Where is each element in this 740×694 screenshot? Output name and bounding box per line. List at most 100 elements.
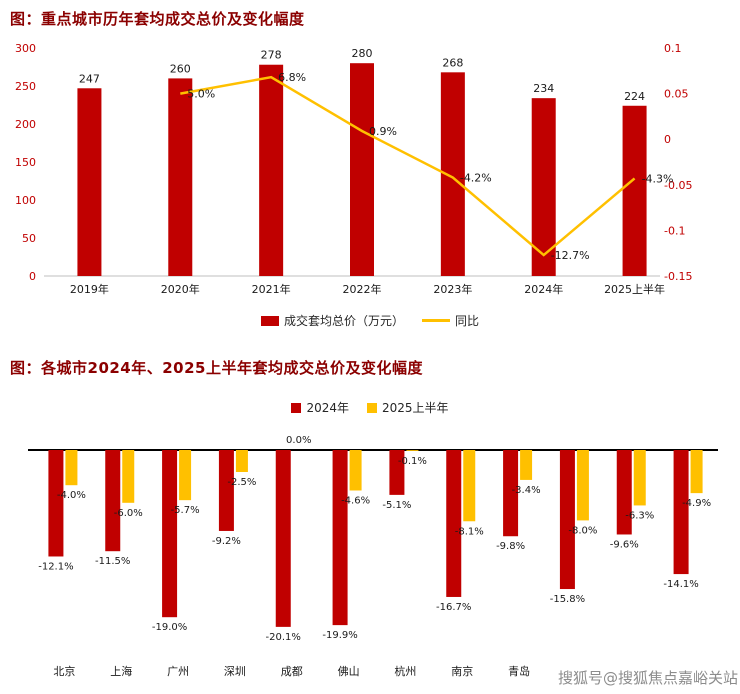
line-value-label: 0.9% bbox=[369, 125, 397, 138]
x-axis-category-label: 2021年 bbox=[252, 282, 291, 296]
x-axis-category-label: 2020年 bbox=[161, 282, 200, 296]
value-label-2024: -11.5% bbox=[95, 556, 130, 567]
bar-2025h1 bbox=[520, 450, 533, 480]
bar-value-label: 247 bbox=[79, 72, 100, 85]
bar-2024 bbox=[389, 450, 405, 495]
city-label: 北京 bbox=[53, 664, 75, 678]
legend-price-label: 成交套均总价（万元） bbox=[283, 314, 404, 328]
legend-item-2024: 2024年 bbox=[291, 399, 349, 416]
line-value-label: -4.2% bbox=[460, 172, 492, 185]
city-label: 杭州 bbox=[394, 664, 416, 678]
right-axis-tick-label: -0.1 bbox=[664, 224, 685, 237]
left-axis-tick-label: 150 bbox=[15, 156, 36, 169]
bar-2024 bbox=[616, 450, 632, 535]
bar-value-label: 260 bbox=[170, 62, 191, 75]
right-axis-tick-label: -0.05 bbox=[664, 179, 692, 192]
left-axis-tick-label: 250 bbox=[15, 80, 36, 93]
value-label-2024: -9.8% bbox=[496, 541, 525, 552]
value-label-2025h1: -4.9% bbox=[682, 498, 711, 509]
value-label-2024: -9.6% bbox=[610, 539, 639, 550]
bar-value-label: 280 bbox=[352, 47, 373, 60]
price-bar bbox=[168, 78, 193, 277]
bar-line-chart-avg-price-by-year: 0 50 100 150 200 250 300 0.1 0.05 0 -0.05 -0.1 -0.15… bbox=[15, 42, 692, 296]
value-label-2024: -5.1% bbox=[382, 500, 411, 511]
left-axis-tick-label: 0 bbox=[29, 270, 36, 283]
bar-2024 bbox=[162, 450, 178, 618]
legend-2024-label: 2024年 bbox=[306, 401, 349, 415]
bar-2025h1 bbox=[576, 450, 589, 521]
legend-yoy-label: 同比 bbox=[455, 314, 480, 328]
bar-2025h1 bbox=[463, 450, 476, 522]
bar-2024 bbox=[559, 450, 575, 590]
city-label: 深圳 bbox=[224, 665, 246, 678]
bar-value-label: 224 bbox=[624, 90, 645, 103]
yellow-square-swatch-icon bbox=[367, 402, 377, 413]
value-label-2025h1: -3.4% bbox=[512, 485, 541, 496]
value-label-2024: -15.8% bbox=[550, 594, 585, 605]
value-label-2024: -16.7% bbox=[436, 602, 471, 613]
value-label-2025h1: 0.0% bbox=[286, 435, 311, 446]
left-axis-tick-label: 300 bbox=[15, 42, 36, 55]
bar-2024 bbox=[218, 450, 234, 531]
bar-2024 bbox=[48, 450, 64, 557]
city-label: 广州 bbox=[167, 665, 189, 678]
legend-item-yoy: 同比 bbox=[422, 312, 479, 329]
legend-item-2025h1: 2025上半年 bbox=[367, 399, 449, 416]
legend-2025h1-label: 2025上半年 bbox=[382, 401, 449, 415]
city-label: 成都 bbox=[281, 665, 303, 678]
right-axis-tick-label: -0.15 bbox=[664, 270, 692, 283]
value-label-2024: -14.1% bbox=[663, 579, 698, 590]
value-label-2024: -12.1% bbox=[38, 561, 73, 572]
value-label-2025h1: -2.5% bbox=[227, 477, 256, 488]
watermark: 搜狐号@搜狐焦点嘉峪关站 bbox=[557, 669, 738, 687]
x-axis-category-label: 2023年 bbox=[433, 282, 472, 296]
price-bar bbox=[77, 88, 102, 276]
yoy-line bbox=[180, 75, 636, 257]
city-label: 青岛 bbox=[508, 664, 530, 678]
bar-2024 bbox=[446, 450, 462, 597]
bar-2024 bbox=[275, 450, 291, 627]
line-value-label: 6.8% bbox=[278, 71, 306, 84]
red-square-swatch-icon bbox=[291, 402, 302, 413]
value-label-2025h1: -5.7% bbox=[171, 505, 200, 516]
value-label-2025h1: -6.3% bbox=[625, 510, 654, 521]
bar-2025h1 bbox=[65, 450, 78, 486]
value-label-2024: -19.9% bbox=[322, 630, 357, 641]
chart1-legend: 成交套均总价（万元） 同比 bbox=[0, 312, 740, 329]
x-axis-category-label: 2024年 bbox=[524, 282, 563, 296]
bar-2024 bbox=[503, 450, 519, 537]
value-label-2025h1: -0.1% bbox=[398, 456, 427, 467]
value-label-2025h1: -4.0% bbox=[57, 490, 86, 501]
value-label-2024: -19.0% bbox=[152, 622, 187, 633]
x-axis-category-label: 2019年 bbox=[70, 282, 109, 296]
right-axis-tick-label: 0 bbox=[664, 133, 671, 146]
value-label-2025h1: -8.0% bbox=[568, 525, 597, 536]
value-label-2025h1: -6.0% bbox=[114, 508, 143, 519]
value-label-2025h1: -4.6% bbox=[341, 495, 370, 506]
legend-item-price: 成交套均总价（万元） bbox=[260, 312, 404, 329]
red-bar-swatch-icon bbox=[260, 315, 279, 326]
grouped-bar-chart-avg-price-by-city: -12.1% -4.0% 北京 -11.5% -6.0% 上海 -19.0% -5.7% 广州 -… bbox=[28, 435, 718, 678]
city-label: 上海 bbox=[110, 664, 132, 678]
line-value-label: -4.3% bbox=[642, 172, 674, 185]
x-axis-category-label: 2022年 bbox=[343, 282, 382, 296]
right-axis-tick-label: 0.05 bbox=[664, 88, 689, 101]
bar-2025h1 bbox=[179, 450, 192, 501]
price-bar bbox=[622, 105, 647, 276]
yellow-line-swatch-icon bbox=[422, 319, 450, 322]
chart2-title: 图：各城市2024年、2025上半年套均成交总价及变化幅度 bbox=[10, 359, 423, 377]
value-label-2025h1: -8.1% bbox=[455, 526, 484, 537]
line-value-label: 5.0% bbox=[187, 88, 215, 101]
chart1-title: 图：重点城市历年套均成交总价及变化幅度 bbox=[10, 10, 305, 28]
chart2-legend: 2024年 2025上半年 bbox=[0, 399, 740, 416]
bar-2025h1 bbox=[633, 450, 646, 506]
bar-2024 bbox=[105, 450, 121, 552]
price-bar bbox=[350, 63, 374, 277]
bar-2025h1 bbox=[406, 450, 419, 451]
right-axis-tick-label: 0.1 bbox=[664, 42, 682, 55]
left-axis-tick-label: 100 bbox=[15, 194, 36, 207]
value-label-2024: -9.2% bbox=[212, 536, 241, 547]
left-axis-tick-label: 50 bbox=[22, 232, 36, 245]
bar-2024 bbox=[673, 450, 689, 575]
